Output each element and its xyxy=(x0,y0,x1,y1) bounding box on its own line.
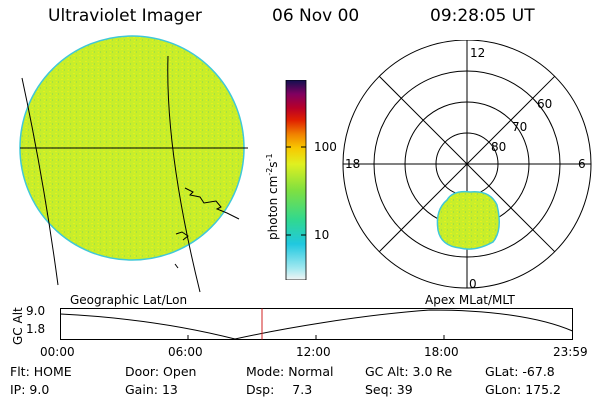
altitude-curve xyxy=(60,309,573,340)
alt-min-label: 1.8 xyxy=(26,322,46,336)
time-tick-0000: 00:00 xyxy=(40,345,75,359)
longitude-line xyxy=(167,55,201,293)
altitude-plot xyxy=(60,308,573,340)
time-tick-0600: 06:00 xyxy=(168,345,203,359)
status-mode: Mode: Normal xyxy=(246,364,334,379)
auroral-oval xyxy=(436,190,500,250)
gc-alt-axis-label: GC Alt xyxy=(11,307,25,345)
lat-label-80: 80 xyxy=(491,140,507,154)
polar-plot xyxy=(342,40,592,289)
colorbar xyxy=(285,80,307,280)
lat-label-60: 60 xyxy=(537,97,553,111)
colorbar-unit-label: photon cm-2s-1 xyxy=(265,153,280,240)
status-gc-alt: GC Alt: 3.0 Re xyxy=(365,364,453,379)
time-tick-1200: 12:00 xyxy=(296,345,331,359)
lat-label-70: 70 xyxy=(512,120,528,134)
status-door: Door: Open xyxy=(125,364,197,379)
time-label: 09:28:05 UT xyxy=(430,6,535,26)
status-flt: Flt: HOME xyxy=(10,364,72,379)
geographic-caption: Geographic Lat/Lon xyxy=(70,293,188,307)
longitude-line xyxy=(21,77,59,286)
mlt-label-6: 6 xyxy=(578,157,586,171)
status-dsp: Dsp: 7.3 xyxy=(246,382,313,397)
instrument-title: Ultraviolet Imager xyxy=(48,6,202,26)
mlt-label-0: 0 xyxy=(469,277,477,291)
time-tick-2359: 23:59 xyxy=(553,345,588,359)
colorbar-tick-10: 10 xyxy=(314,228,330,242)
time-tick-1800: 18:00 xyxy=(424,345,459,359)
geographic-image xyxy=(19,35,248,293)
alt-max-label: 9.0 xyxy=(26,304,46,318)
coastline xyxy=(174,263,179,269)
mlt-label-18: 18 xyxy=(345,157,361,171)
status-glon: GLon: 175.2 xyxy=(485,382,561,397)
coastline xyxy=(175,231,189,241)
status-seq: Seq: 39 xyxy=(365,382,413,397)
mlt-label-12: 12 xyxy=(470,46,486,60)
apex-caption: Apex MLat/MLT xyxy=(425,293,515,307)
status-gain: Gain: 13 xyxy=(125,382,178,397)
status-glat: GLat: -67.8 xyxy=(485,364,555,379)
coastline xyxy=(184,187,240,220)
status-ip: IP: 9.0 xyxy=(10,382,50,397)
colorbar-tick-100: 100 xyxy=(314,140,337,154)
date-label: 06 Nov 00 xyxy=(272,6,360,26)
